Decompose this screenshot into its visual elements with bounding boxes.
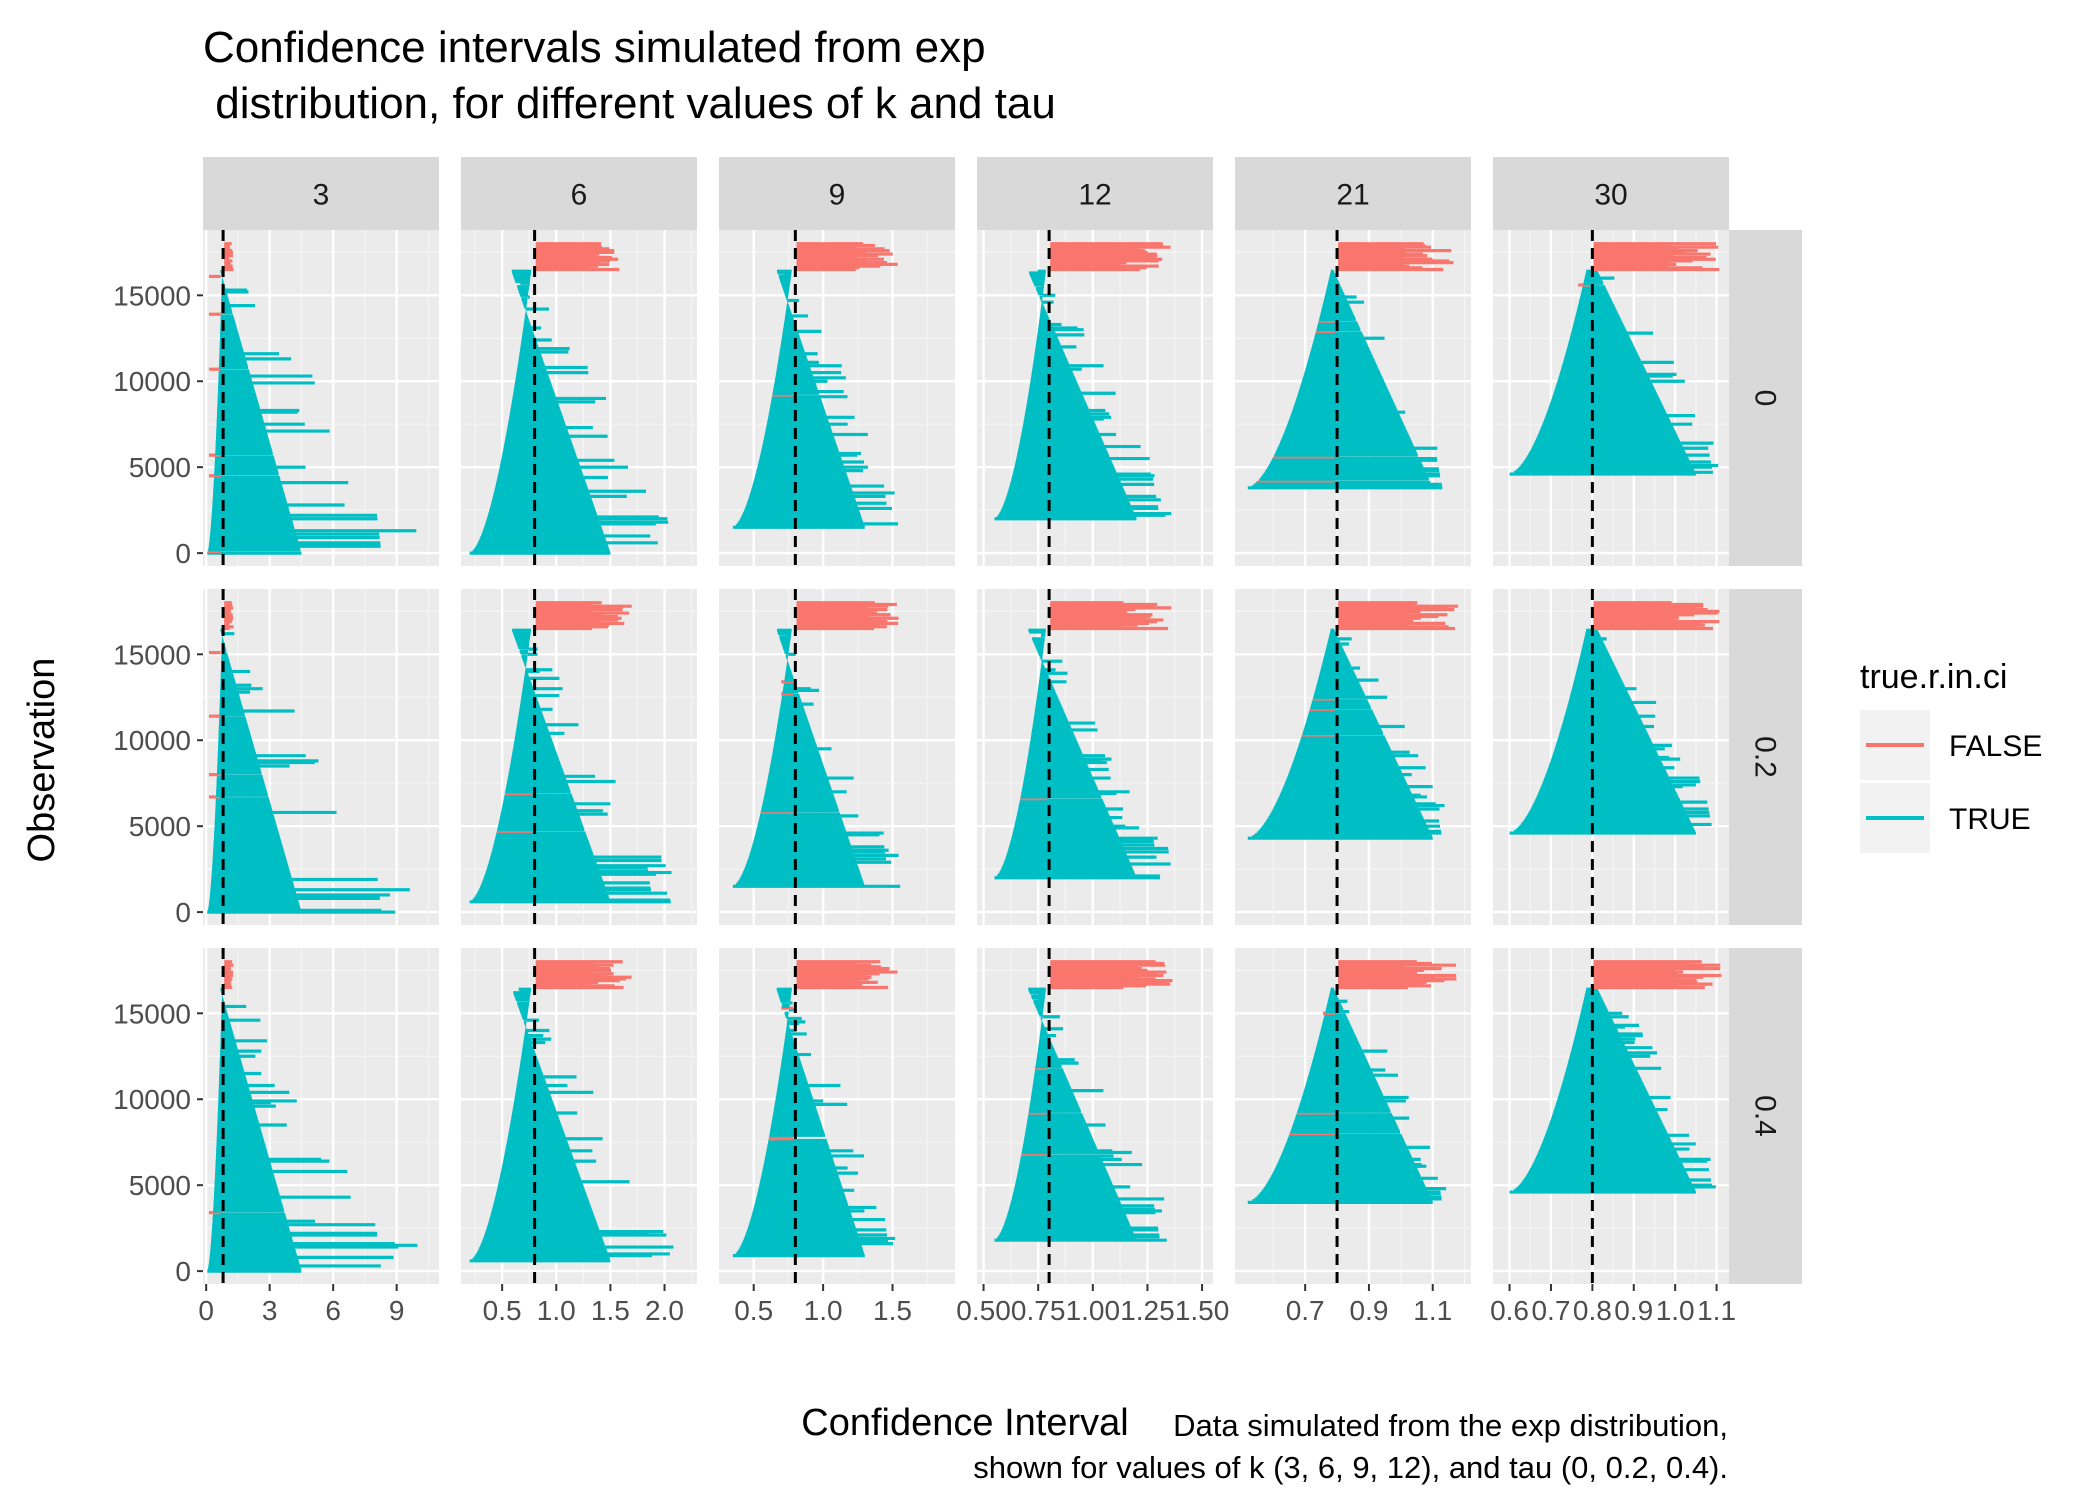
x-tick-label-k9: 1.5 [873,1295,912,1326]
caption-line-1: Data simulated from the exp distribution… [1173,1408,1728,1443]
x-tick-label-k12: 0.50 [956,1295,1011,1326]
caption-line-2: shown for values of k (3, 6, 9, 12), and… [973,1450,1728,1485]
panel-k9-tau0 [719,230,955,566]
x-tick-label-k30: 0.7 [1531,1295,1570,1326]
panel-k6-tau0.2 [461,589,697,925]
row-strip-0.4 [1729,948,1802,1284]
legend: true.r.in.ci FALSE TRUE [1860,658,2042,853]
panel-k9-tau0.4 [719,948,955,1284]
y-tick-label: 15000 [113,639,191,670]
row-strip-label-0.2: 0.2 [1749,736,1782,778]
panel-k12-tau0 [977,230,1213,566]
panel-k6-tau0.4 [461,948,697,1284]
y-tick-label: 0 [175,538,191,569]
x-tick-label-k12: 1.00 [1066,1295,1121,1326]
panel-k12-tau0.4 [977,948,1213,1284]
panel-k30-tau0 [1493,230,1729,566]
panel-k21-tau0 [1235,230,1471,566]
panel-k9-tau0.2 [719,589,955,925]
col-strip-9 [719,157,955,230]
x-tick-label-k21: 0.7 [1286,1295,1325,1326]
y-tick-label: 5000 [129,811,191,842]
x-tick-label-k3: 9 [389,1295,405,1326]
col-strip-21 [1235,157,1471,230]
panel-k12-tau0.2 [977,589,1213,925]
x-tick-label-k6: 0.5 [483,1295,522,1326]
x-tick-label-k30: 1.0 [1656,1295,1695,1326]
x-tick-label-k6: 2.0 [645,1295,684,1326]
col-strip-label-9: 9 [829,179,846,212]
y-tick-label: 15000 [113,998,191,1029]
legend-title: true.r.in.ci [1860,658,2007,696]
legend-label-false: FALSE [1949,730,2042,763]
x-tick-label-k12: 1.50 [1175,1295,1230,1326]
panel-k30-tau0.4 [1493,948,1729,1284]
chart-title: Confidence intervals simulated from exp … [203,23,1056,128]
y-tick-label: 15000 [113,280,191,311]
panel-k21-tau0.4 [1235,948,1471,1284]
caption: Data simulated from the exp distribution… [973,1408,1728,1485]
x-tick-label-k6: 1.5 [591,1295,630,1326]
y-tick-label: 0 [175,897,191,928]
col-strip-12 [977,157,1213,230]
col-strip-3 [203,157,439,230]
row-strip-label-0.4: 0.4 [1749,1095,1782,1137]
row-strip-label-0: 0 [1749,390,1782,407]
chart-title-line-2: distribution, for different values of k … [203,79,1056,128]
row-strip-0 [1729,230,1802,566]
x-tick-label-k30: 0.6 [1490,1295,1529,1326]
panel-k30-tau0.2 [1493,589,1729,925]
panels-layer: 3 6 9 12 21 3000.20.4050001000015000050001000… [113,157,1802,1326]
panel-k21-tau0.2 [1235,589,1471,925]
x-tick-label-k9: 0.5 [734,1295,773,1326]
col-strip-label-21: 21 [1336,179,1369,212]
y-tick-label: 5000 [129,452,191,483]
x-tick-label-k3: 3 [262,1295,278,1326]
panel-k6-tau0 [461,230,697,566]
col-strip-label-30: 30 [1594,179,1627,212]
panel-k3-tau0 [203,230,439,566]
y-tick-label: 10000 [113,725,191,756]
col-strip-label-12: 12 [1078,179,1111,212]
col-strip-6 [461,157,697,230]
x-tick-label-k9: 1.0 [804,1295,843,1326]
col-strip-label-3: 3 [313,179,330,212]
row-strip-0.2 [1729,589,1802,925]
x-tick-label-k3: 0 [198,1295,214,1326]
panel-k3-tau0.4 [203,948,439,1284]
y-axis-title: Observation [21,658,63,863]
x-tick-label-k6: 1.0 [537,1295,576,1326]
col-strip-label-6: 6 [571,179,588,212]
y-tick-label: 10000 [113,1084,191,1115]
x-axis-title: Confidence Interval [801,1402,1128,1444]
x-tick-label-k21: 1.1 [1413,1295,1452,1326]
x-tick-label-k12: 1.25 [1120,1295,1175,1326]
col-strip-30 [1493,157,1729,230]
x-tick-label-k30: 0.9 [1614,1295,1653,1326]
x-tick-label-k21: 0.9 [1349,1295,1388,1326]
y-tick-label: 10000 [113,366,191,397]
y-tick-label: 5000 [129,1170,191,1201]
chart-title-line-1: Confidence intervals simulated from exp [203,23,986,72]
x-tick-label-k12: 0.75 [1011,1295,1066,1326]
x-tick-label-k30: 1.1 [1697,1295,1736,1326]
panel-k3-tau0.2 [203,589,439,925]
y-tick-label: 0 [175,1256,191,1287]
legend-label-true: TRUE [1949,803,2031,836]
x-tick-label-k3: 6 [325,1295,341,1326]
x-tick-label-k30: 0.8 [1573,1295,1612,1326]
